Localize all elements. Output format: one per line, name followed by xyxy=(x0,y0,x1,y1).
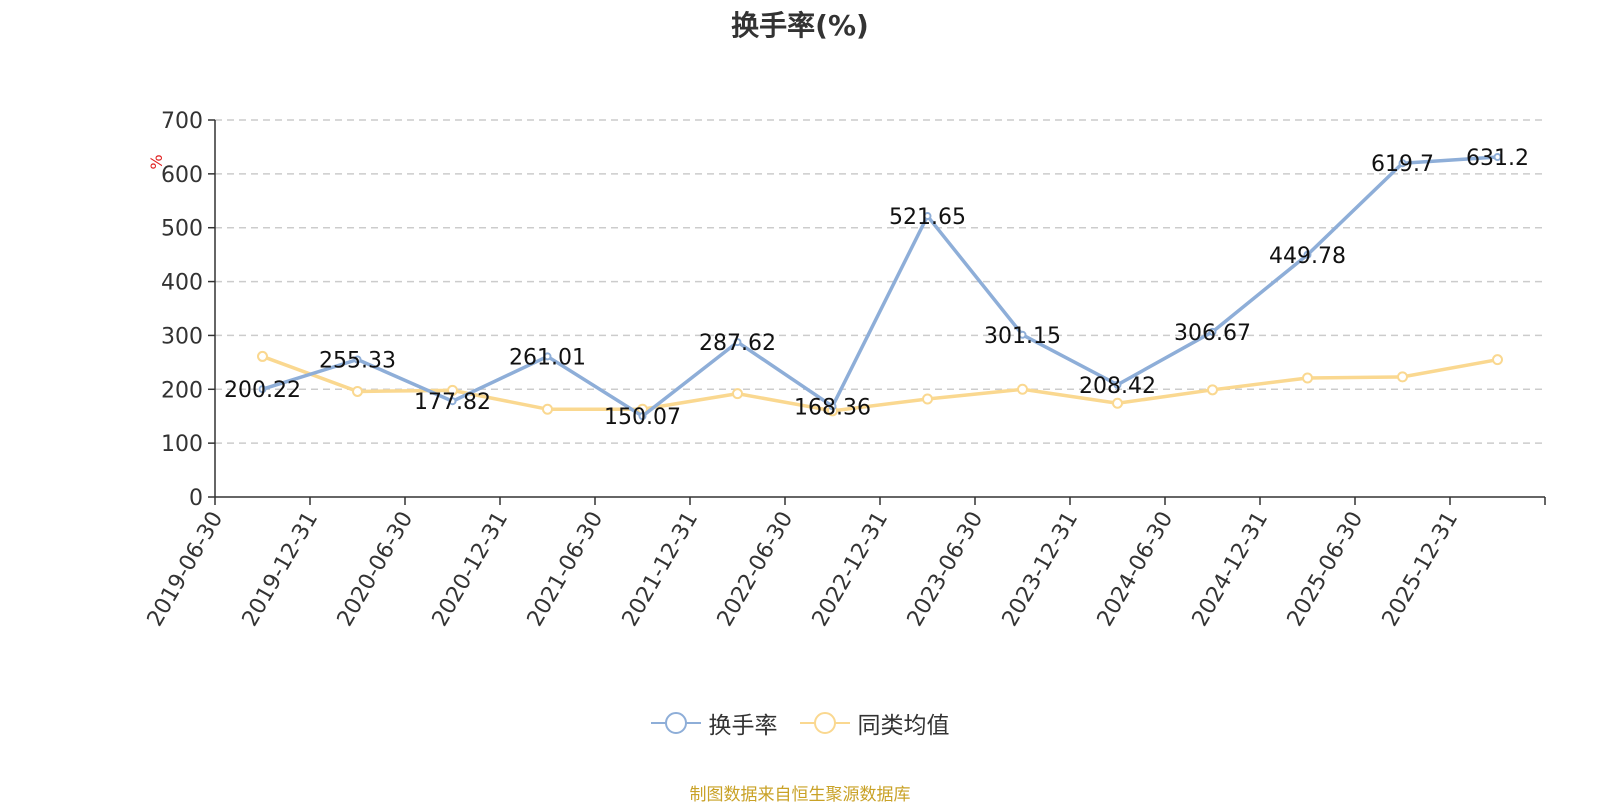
x-tick-label: 2023-12-31 xyxy=(998,508,1084,631)
data-point-peer-average xyxy=(1492,354,1503,366)
data-label: 208.42 xyxy=(1079,374,1156,399)
data-label: 261.01 xyxy=(509,345,586,370)
data-point-peer-average xyxy=(732,388,743,400)
data-point-turnover xyxy=(1493,153,1502,162)
x-tick-label: 2021-12-31 xyxy=(618,508,704,631)
legend-item-turnover[interactable]: 换手率 xyxy=(650,706,778,740)
x-tick-label: 2025-06-30 xyxy=(1283,508,1369,631)
data-label: 521.65 xyxy=(889,205,966,230)
data-point-peer-average xyxy=(257,350,268,362)
data-point-turnover xyxy=(1018,330,1027,339)
data-label: 306.67 xyxy=(1174,321,1251,346)
legend-label-peer-average: 同类均值 xyxy=(857,713,950,739)
x-tick-label: 2023-06-30 xyxy=(903,508,989,631)
data-label: 287.62 xyxy=(699,331,776,356)
data-label: 168.36 xyxy=(794,395,871,420)
x-tick-label: 2020-12-31 xyxy=(428,508,514,631)
data-label: 301.15 xyxy=(984,324,1061,349)
legend-label-turnover: 换手率 xyxy=(708,713,778,739)
series-line-turnover xyxy=(261,155,1498,418)
data-label: 631.2 xyxy=(1466,146,1529,171)
data-point-turnover xyxy=(1208,327,1217,336)
x-tick-label: 2019-06-30 xyxy=(143,508,229,631)
data-label: 255.33 xyxy=(319,348,396,373)
x-tick-label: 2024-06-30 xyxy=(1093,508,1179,631)
data-point-turnover xyxy=(353,355,362,364)
legend-marker-turnover-icon xyxy=(650,712,701,734)
data-point-peer-average xyxy=(1302,372,1313,384)
y-tick-label: 300 xyxy=(161,324,203,349)
x-tick-label: 2022-06-30 xyxy=(713,508,799,631)
series-lines xyxy=(257,153,1503,421)
data-point-turnover xyxy=(1398,159,1407,168)
y-tick-label: 400 xyxy=(161,271,203,296)
data-label: 619.7 xyxy=(1371,152,1434,177)
data-point-peer-average xyxy=(1112,397,1123,409)
data-label: 200.22 xyxy=(224,378,301,403)
legend-item-peer-average[interactable]: 同类均值 xyxy=(799,706,950,740)
y-tick-label: 500 xyxy=(161,217,203,242)
data-source-note: 制图数据来自恒生聚源数据库 xyxy=(689,785,911,805)
x-tick-label: 2019-12-31 xyxy=(238,508,324,631)
data-point-peer-average xyxy=(542,403,553,415)
data-point-turnover xyxy=(923,212,932,221)
x-tick-label: 2022-12-31 xyxy=(808,508,894,631)
data-point-peer-average xyxy=(922,393,933,405)
data-point-turnover xyxy=(733,338,742,347)
data-point-turnover xyxy=(448,397,457,406)
legend-marker-peer-average-icon xyxy=(799,712,850,734)
data-point-turnover xyxy=(1303,250,1312,259)
data-point-peer-average xyxy=(352,385,363,397)
data-point-peer-average xyxy=(1207,384,1218,396)
y-tick-label: 0 xyxy=(189,486,203,511)
legend: 换手率 同类均值 xyxy=(0,706,1600,740)
data-point-peer-average xyxy=(447,384,458,396)
y-axis-title: % xyxy=(147,154,166,169)
data-point-peer-average xyxy=(1017,383,1028,395)
data-label: 449.78 xyxy=(1269,244,1346,269)
x-tick-label: 2025-12-31 xyxy=(1378,508,1464,631)
y-tick-label: 700 xyxy=(161,109,203,134)
x-tick-label: 2024-12-31 xyxy=(1188,508,1274,631)
data-point-turnover xyxy=(258,385,267,394)
data-label: 177.82 xyxy=(414,390,491,415)
data-point-turnover xyxy=(543,352,552,361)
y-tick-label: 100 xyxy=(161,432,203,457)
data-point-peer-average xyxy=(1397,371,1408,383)
data-point-turnover xyxy=(828,402,837,411)
y-tick-label: 600 xyxy=(161,163,203,188)
data-point-turnover xyxy=(638,412,647,421)
data-point-turnover xyxy=(1113,380,1122,389)
x-tick-label: 2021-06-30 xyxy=(523,508,609,631)
data-label: 150.07 xyxy=(604,405,681,430)
y-tick-label: 200 xyxy=(161,378,203,403)
chart-title: 换手率(%) xyxy=(731,9,869,42)
data-labels: 200.22 255.33 177.82 261.01 150.07 287.62 168.… xyxy=(224,146,1529,430)
x-tick-label: 2020-06-30 xyxy=(333,508,419,631)
